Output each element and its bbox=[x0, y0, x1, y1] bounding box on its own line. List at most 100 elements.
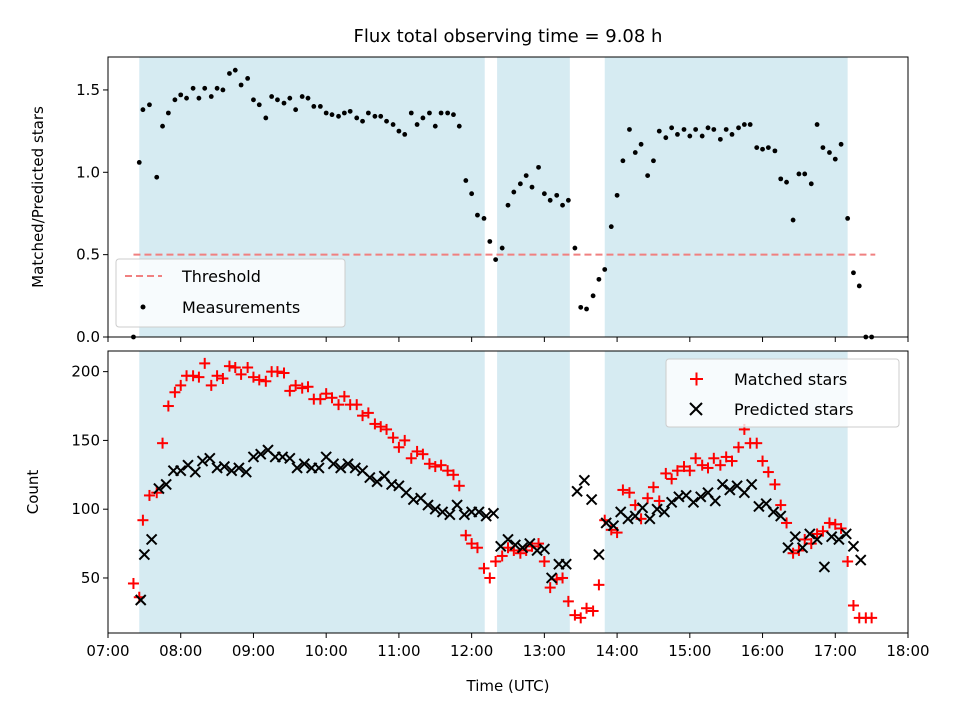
predicted-star-mark bbox=[695, 491, 707, 503]
measurement-point bbox=[293, 107, 299, 113]
measurement-point bbox=[845, 216, 851, 221]
predicted-star-mark bbox=[153, 482, 165, 495]
predicted-star-point bbox=[695, 491, 707, 503]
predicted-star-mark bbox=[400, 486, 412, 499]
predicted-star-mark bbox=[378, 470, 391, 482]
measurement-point bbox=[347, 108, 353, 114]
observing-intervals bbox=[139, 57, 848, 337]
observing-interval bbox=[139, 351, 485, 633]
measurement-point bbox=[311, 104, 317, 109]
predicted-star-point bbox=[716, 478, 729, 491]
matched-star-point bbox=[751, 437, 763, 449]
predicted-star-point bbox=[578, 474, 591, 487]
predicted-star-point bbox=[651, 503, 663, 515]
predicted-star-mark bbox=[571, 485, 583, 498]
matched-star-point bbox=[811, 528, 823, 540]
observing-interval bbox=[604, 57, 848, 337]
measurement-point bbox=[336, 113, 341, 119]
matched-star-point bbox=[229, 362, 241, 374]
x-tick-label: 13:00 bbox=[523, 642, 566, 660]
predicted-star-point bbox=[775, 510, 787, 522]
x-tick-label: 08:00 bbox=[159, 642, 202, 660]
measurements-legend-marker bbox=[140, 304, 146, 310]
predicted-star-mark bbox=[196, 455, 209, 467]
predicted-star-point bbox=[444, 508, 456, 521]
measurement-point bbox=[287, 95, 293, 101]
predicted-star-mark bbox=[473, 506, 485, 518]
measurement-point bbox=[663, 135, 669, 141]
matched-star-point bbox=[653, 495, 665, 507]
predicted-star-mark bbox=[233, 462, 245, 474]
measurement-point bbox=[232, 67, 238, 73]
measurement-point bbox=[341, 110, 347, 116]
predicted-star-point bbox=[422, 499, 434, 511]
count-plot-frame bbox=[107, 350, 909, 634]
predicted-star-mark bbox=[247, 451, 260, 463]
measurement-point bbox=[736, 125, 741, 131]
matched-star-point bbox=[271, 366, 283, 378]
threshold-legend-label: Threshold bbox=[181, 267, 261, 286]
x-tick-label: 07:00 bbox=[86, 642, 129, 660]
measurement-point bbox=[578, 304, 584, 310]
predicted-star-point bbox=[796, 542, 809, 554]
measurement-point bbox=[275, 97, 280, 103]
measurement-point bbox=[614, 192, 620, 198]
predicted-star-point bbox=[658, 506, 671, 518]
measurement-point bbox=[723, 127, 729, 132]
predicted-star-mark bbox=[796, 542, 809, 554]
predicted-star-point bbox=[502, 533, 514, 546]
predicted-star-mark bbox=[451, 499, 463, 511]
matched-star-point bbox=[399, 434, 411, 446]
predicted-star-mark bbox=[415, 492, 427, 504]
matched-star-point bbox=[460, 529, 472, 541]
matched-star-point bbox=[581, 602, 593, 614]
predicted-star-point bbox=[160, 478, 172, 491]
measurement-point bbox=[699, 133, 705, 139]
x-tick-label: 14:00 bbox=[595, 642, 638, 660]
matched-star-point bbox=[762, 466, 774, 478]
measurement-point bbox=[378, 113, 384, 119]
measurement-point bbox=[608, 224, 614, 230]
predicted-legend-marker bbox=[689, 402, 703, 416]
x-tick-label: 17:00 bbox=[814, 642, 857, 660]
predicted-star-point bbox=[753, 500, 765, 513]
matched-star-point bbox=[496, 550, 508, 562]
matched-star-point bbox=[605, 524, 617, 536]
matched-star-point bbox=[660, 467, 672, 479]
matched-star-point bbox=[157, 437, 169, 449]
matched-star-point bbox=[623, 487, 635, 499]
predicted-star-point bbox=[847, 540, 860, 553]
matched-star-point bbox=[835, 522, 847, 534]
predicted-star-mark bbox=[342, 458, 354, 470]
measurement-point bbox=[645, 173, 651, 178]
x-tick-label: 18:00 bbox=[886, 642, 929, 660]
matched-star-point bbox=[326, 392, 338, 404]
predicted-star-mark bbox=[371, 475, 383, 488]
count-legend-box bbox=[665, 358, 900, 428]
measurement-point bbox=[438, 110, 444, 116]
predicted-star-point bbox=[145, 533, 158, 546]
predicted-star-point bbox=[767, 506, 780, 518]
y-tick-label: 1.5 bbox=[76, 81, 100, 99]
predicted-star-point bbox=[153, 482, 165, 495]
matched-star-point bbox=[678, 461, 690, 473]
matched-star-point bbox=[290, 379, 302, 391]
predicted-star-mark bbox=[240, 466, 252, 478]
measurement-point bbox=[329, 112, 335, 118]
measurement-point bbox=[711, 127, 717, 132]
predicted-star-point bbox=[247, 451, 260, 463]
predicted-star-mark bbox=[135, 594, 147, 606]
measurement-points bbox=[131, 67, 875, 340]
measurement-point bbox=[427, 110, 432, 116]
predicted-star-mark bbox=[585, 493, 598, 506]
predicted-star-point bbox=[225, 464, 238, 477]
predicted-star-mark bbox=[636, 502, 649, 514]
predicted-star-mark bbox=[724, 484, 736, 496]
predicted-star-mark bbox=[393, 480, 405, 492]
predicted-star-mark bbox=[665, 496, 678, 509]
predicted-star-mark bbox=[444, 508, 456, 521]
predicted-star-point bbox=[284, 452, 296, 465]
matched-star-point bbox=[423, 458, 435, 470]
measurement-point bbox=[432, 123, 438, 129]
measurement-point bbox=[445, 110, 451, 116]
